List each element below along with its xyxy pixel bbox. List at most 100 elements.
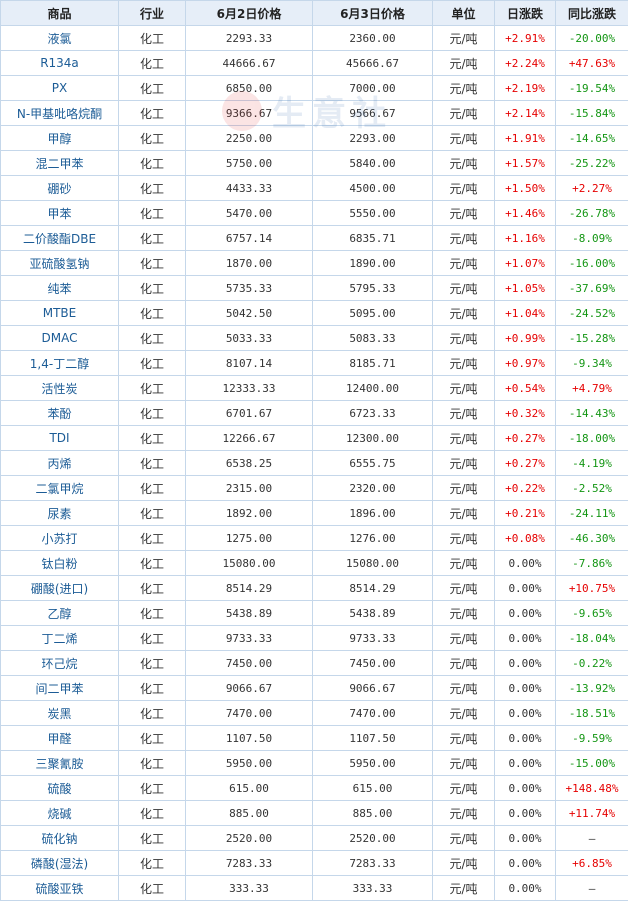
product-name-link[interactable]: 液氯: [0, 25, 119, 51]
product-name-link[interactable]: 活性炭: [0, 375, 119, 401]
product-name-link[interactable]: 1,4-丁二醇: [0, 350, 119, 376]
industry-cell: 化工: [118, 600, 186, 626]
table-row: 甲醛 化工 1107.50 1107.50 元/吨 0.00% -9.59%: [0, 725, 628, 751]
product-name-link[interactable]: 炭黑: [0, 700, 119, 726]
industry-cell: 化工: [118, 300, 186, 326]
yoy-change-cell: -8.09%: [555, 225, 628, 251]
product-name-link[interactable]: 尿素: [0, 500, 119, 526]
product-name-link[interactable]: TDI: [0, 425, 119, 451]
price-jun2-cell: 7470.00: [185, 700, 313, 726]
unit-cell: 元/吨: [432, 75, 495, 101]
unit-cell: 元/吨: [432, 200, 495, 226]
header-price-jun3[interactable]: 6月3日价格: [312, 0, 433, 26]
header-unit[interactable]: 单位: [432, 0, 495, 26]
unit-cell: 元/吨: [432, 125, 495, 151]
header-yoy-change[interactable]: 同比涨跌: [555, 0, 628, 26]
yoy-change-cell: -26.78%: [555, 200, 628, 226]
product-name-link[interactable]: 硫酸: [0, 775, 119, 801]
header-industry[interactable]: 行业: [118, 0, 186, 26]
yoy-change-cell: —: [555, 875, 628, 901]
header-product[interactable]: 商品: [0, 0, 119, 26]
product-name-link[interactable]: 丁二烯: [0, 625, 119, 651]
price-jun3-cell: 2320.00: [312, 475, 433, 501]
yoy-change-cell: -14.43%: [555, 400, 628, 426]
table-row: 丁二烯 化工 9733.33 9733.33 元/吨 0.00% -18.04%: [0, 625, 628, 651]
yoy-change-cell: -2.52%: [555, 475, 628, 501]
price-jun2-cell: 7283.33: [185, 850, 313, 876]
daily-change-cell: 0.00%: [494, 850, 556, 876]
price-jun2-cell: 5735.33: [185, 275, 313, 301]
product-name-link[interactable]: MTBE: [0, 300, 119, 326]
price-jun3-cell: 9566.67: [312, 100, 433, 126]
industry-cell: 化工: [118, 800, 186, 826]
unit-cell: 元/吨: [432, 800, 495, 826]
daily-change-cell: +2.24%: [494, 50, 556, 76]
daily-change-cell: +2.91%: [494, 25, 556, 51]
price-jun2-cell: 1892.00: [185, 500, 313, 526]
product-name-link[interactable]: 二价酸酯DBE: [0, 225, 119, 251]
product-name-link[interactable]: 苯酚: [0, 400, 119, 426]
product-name-link[interactable]: 硫酸亚铁: [0, 875, 119, 901]
product-name-link[interactable]: 钛白粉: [0, 550, 119, 576]
product-name-link[interactable]: 甲苯: [0, 200, 119, 226]
product-name-link[interactable]: 丙烯: [0, 450, 119, 476]
product-name-link[interactable]: 乙醇: [0, 600, 119, 626]
product-name-link[interactable]: R134a: [0, 50, 119, 76]
product-name-link[interactable]: N-甲基吡咯烷酮: [0, 100, 119, 126]
price-jun2-cell: 12333.33: [185, 375, 313, 401]
price-jun2-cell: 5033.33: [185, 325, 313, 351]
unit-cell: 元/吨: [432, 725, 495, 751]
product-name-link[interactable]: 硫化钠: [0, 825, 119, 851]
table-row: 炭黑 化工 7470.00 7470.00 元/吨 0.00% -18.51%: [0, 700, 628, 726]
price-jun2-cell: 8514.29: [185, 575, 313, 601]
product-name-link[interactable]: 混二甲苯: [0, 150, 119, 176]
price-jun3-cell: 7450.00: [312, 650, 433, 676]
table-row: 硫化钠 化工 2520.00 2520.00 元/吨 0.00% —: [0, 825, 628, 851]
product-name-link[interactable]: 间二甲苯: [0, 675, 119, 701]
header-price-jun2[interactable]: 6月2日价格: [185, 0, 313, 26]
price-jun2-cell: 1870.00: [185, 250, 313, 276]
product-name-link[interactable]: 硼砂: [0, 175, 119, 201]
table-row: 环己烷 化工 7450.00 7450.00 元/吨 0.00% -0.22%: [0, 650, 628, 676]
product-name-link[interactable]: 三聚氰胺: [0, 750, 119, 776]
product-name-link[interactable]: 二氯甲烷: [0, 475, 119, 501]
price-jun3-cell: 2360.00: [312, 25, 433, 51]
price-jun3-cell: 2293.00: [312, 125, 433, 151]
price-jun2-cell: 15080.00: [185, 550, 313, 576]
industry-cell: 化工: [118, 100, 186, 126]
product-name-link[interactable]: 亚硫酸氢钠: [0, 250, 119, 276]
yoy-change-cell: -7.86%: [555, 550, 628, 576]
unit-cell: 元/吨: [432, 875, 495, 901]
header-daily-change[interactable]: 日涨跌: [494, 0, 556, 26]
product-name-link[interactable]: 纯苯: [0, 275, 119, 301]
price-jun3-cell: 1890.00: [312, 250, 433, 276]
price-jun3-cell: 5840.00: [312, 150, 433, 176]
yoy-change-cell: +4.79%: [555, 375, 628, 401]
product-name-link[interactable]: 小苏打: [0, 525, 119, 551]
product-name-link[interactable]: 甲醇: [0, 125, 119, 151]
product-name-link[interactable]: DMAC: [0, 325, 119, 351]
table-row: 烧碱 化工 885.00 885.00 元/吨 0.00% +11.74%: [0, 800, 628, 826]
table-row: 亚硫酸氢钠 化工 1870.00 1890.00 元/吨 +1.07% -16.00%: [0, 250, 628, 276]
table-row: 丙烯 化工 6538.25 6555.75 元/吨 +0.27% -4.19%: [0, 450, 628, 476]
product-name-link[interactable]: 硼酸(进口): [0, 575, 119, 601]
daily-change-cell: 0.00%: [494, 775, 556, 801]
industry-cell: 化工: [118, 725, 186, 751]
product-name-link[interactable]: 烧碱: [0, 800, 119, 826]
product-name-link[interactable]: PX: [0, 75, 119, 101]
price-jun3-cell: 12300.00: [312, 425, 433, 451]
yoy-change-cell: -20.00%: [555, 25, 628, 51]
daily-change-cell: +0.54%: [494, 375, 556, 401]
yoy-change-cell: -46.30%: [555, 525, 628, 551]
daily-change-cell: +0.22%: [494, 475, 556, 501]
unit-cell: 元/吨: [432, 400, 495, 426]
yoy-change-cell: -24.52%: [555, 300, 628, 326]
price-jun2-cell: 1107.50: [185, 725, 313, 751]
product-name-link[interactable]: 甲醛: [0, 725, 119, 751]
industry-cell: 化工: [118, 700, 186, 726]
unit-cell: 元/吨: [432, 25, 495, 51]
yoy-change-cell: -9.59%: [555, 725, 628, 751]
product-name-link[interactable]: 磷酸(湿法): [0, 850, 119, 876]
product-name-link[interactable]: 环己烷: [0, 650, 119, 676]
